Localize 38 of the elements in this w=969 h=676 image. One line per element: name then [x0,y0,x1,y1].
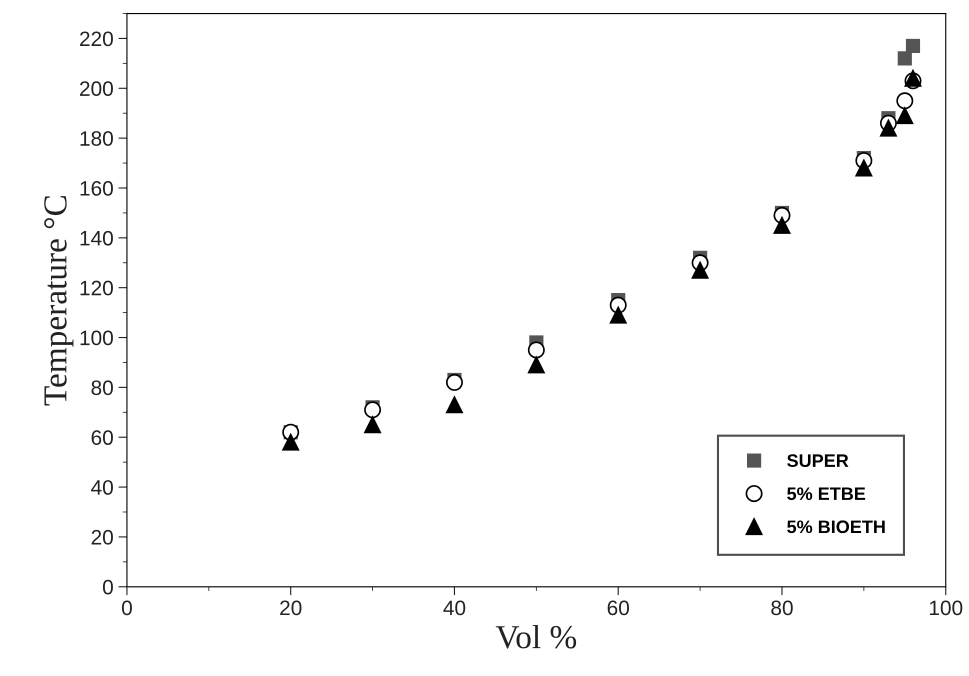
y-tick-label: 160 [80,180,113,196]
point [610,306,627,324]
point [364,416,382,434]
x-axis-title: Vol % [496,624,576,649]
x-tick-label: 100 [930,600,962,616]
x-tick-label: 80 [771,600,793,616]
legend-label: SUPER [787,454,848,468]
point [896,107,914,124]
y-tick-label: 100 [80,330,113,346]
y-tick-label: 0 [102,580,113,595]
x-tick-label: 40 [443,600,466,616]
y-tick-label: 80 [91,380,113,396]
point [528,356,545,374]
x-tick-label: 60 [608,600,629,616]
point [774,216,790,234]
point [282,434,300,451]
y-tick-label: 140 [80,230,113,246]
y-tick-label: 180 [80,131,113,146]
point [906,38,920,54]
point [446,374,463,391]
point [880,120,897,137]
legend-label: 5% BIOETH [787,520,885,534]
legend-label: 5% ETBE [787,487,866,500]
y-tick-label: 60 [92,430,113,445]
x-tick-label: 0 [122,600,132,616]
point [855,160,872,177]
point [446,396,463,414]
y-axis-title: Temperature °C [44,196,74,406]
y-tick-label: 20 [92,530,113,545]
y-tick-label: 120 [80,280,113,296]
point [528,342,545,358]
y-tick-label: 40 [91,480,113,495]
y-tick-label: 220 [80,31,113,46]
point [364,401,382,418]
x-tick-label: 20 [280,600,302,616]
point [692,262,709,279]
point [898,51,912,66]
y-tick-label: 200 [80,81,113,96]
